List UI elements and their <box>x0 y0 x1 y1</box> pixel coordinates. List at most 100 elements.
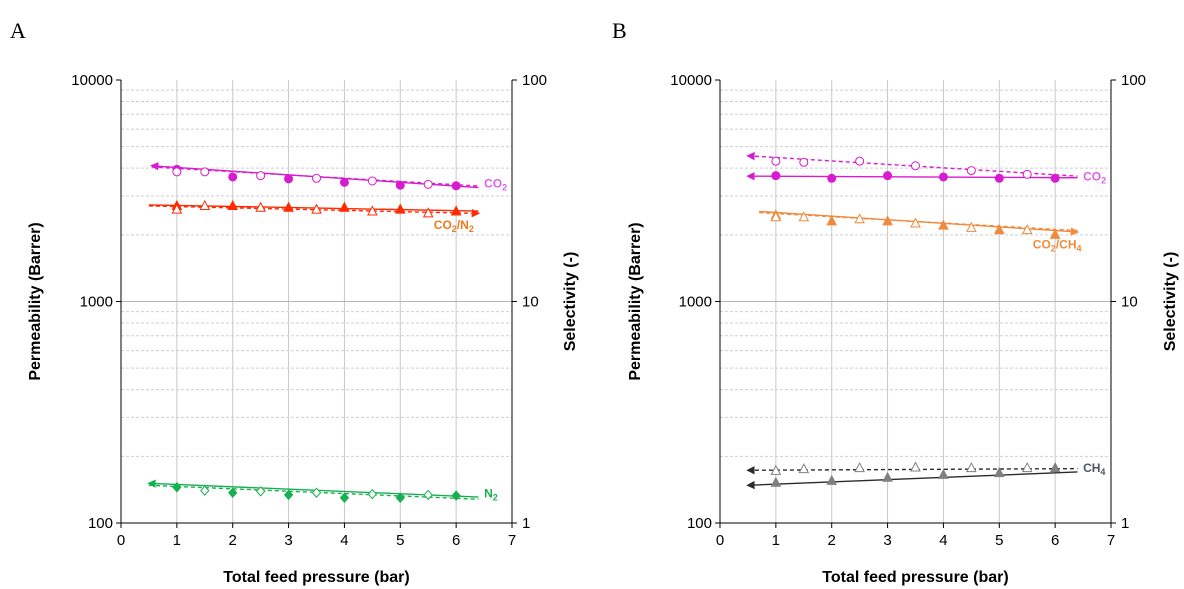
y2-axis-title: Selectivity (-) <box>562 252 579 352</box>
x-tick-label: 7 <box>1107 532 1115 549</box>
data-point <box>827 173 837 183</box>
panel-letter: B <box>612 18 627 43</box>
data-point <box>451 490 461 501</box>
data-point <box>339 201 350 212</box>
data-point <box>855 156 865 166</box>
trendline <box>746 151 1078 177</box>
trendline <box>147 479 479 498</box>
trendline <box>746 471 1078 490</box>
data-point <box>771 171 781 181</box>
data-point <box>938 172 948 182</box>
series-label: CO2/CH4 <box>1033 238 1082 254</box>
series-sel_filled <box>770 209 1061 239</box>
data-point <box>172 482 182 493</box>
data-point <box>256 171 266 181</box>
series-ch4_open <box>770 461 1033 475</box>
data-point <box>966 462 977 473</box>
series-ch4_filled <box>770 462 1061 487</box>
y-axis-title: Permeability (Barrer) <box>27 222 44 380</box>
data-point <box>284 174 294 184</box>
y2-tick-label: 10 <box>522 294 539 311</box>
data-point <box>200 485 210 496</box>
data-point <box>770 464 782 475</box>
data-point <box>367 488 378 500</box>
data-point <box>826 474 838 485</box>
x-tick-label: 1 <box>772 532 780 549</box>
y-tick-label: 10000 <box>71 72 113 89</box>
x-tick-label: 6 <box>1051 532 1059 549</box>
series-label: CH4 <box>1083 461 1105 477</box>
data-point <box>994 173 1004 183</box>
data-point <box>1049 228 1061 239</box>
x-axis-title: Total feed pressure (bar) <box>822 569 1008 586</box>
x-tick-label: 3 <box>284 532 292 549</box>
x-tick-label: 6 <box>452 532 460 549</box>
panel-letter: A <box>10 18 26 43</box>
series-n2_open <box>200 485 433 501</box>
data-point <box>771 156 781 166</box>
x-tick-label: 0 <box>716 532 724 549</box>
data-point <box>394 203 406 214</box>
data-point <box>938 468 949 479</box>
data-point <box>367 176 377 186</box>
data-point <box>1021 224 1033 235</box>
x-tick-label: 2 <box>229 532 237 549</box>
series-co2_filled <box>771 171 1060 183</box>
series-co2_open <box>172 167 433 189</box>
y-tick-label: 1000 <box>679 294 712 311</box>
data-point <box>423 489 433 501</box>
y-tick-label: 1000 <box>80 294 113 311</box>
data-point <box>311 203 322 214</box>
series-n2_filled <box>172 482 461 504</box>
data-point <box>422 207 434 218</box>
y2-tick-label: 10 <box>1121 294 1138 311</box>
data-point <box>423 179 433 189</box>
data-point <box>1049 462 1061 473</box>
data-point <box>938 219 949 230</box>
x-tick-label: 4 <box>340 532 348 549</box>
data-point <box>311 487 322 498</box>
x-tick-label: 1 <box>173 532 181 549</box>
y-tick-label: 100 <box>88 515 113 532</box>
data-point <box>339 492 350 504</box>
panel-b: B 0 1 2 3 4 5 6 7 100 1000 10000 1 10 100 Total feed pr… <box>612 18 1179 586</box>
y-tick-label: 10000 <box>670 72 712 89</box>
data-point <box>854 213 865 224</box>
data-point <box>882 471 893 482</box>
panel-a: A 0 1 2 3 4 5 6 7 100 1000 10000 1 10 100 Total feed pr… <box>10 18 579 586</box>
data-point <box>199 199 211 210</box>
data-point <box>255 201 266 212</box>
data-point <box>172 167 182 177</box>
data-point <box>770 476 782 487</box>
data-point <box>339 177 349 187</box>
data-point <box>910 461 921 472</box>
y2-tick-label: 100 <box>522 72 547 89</box>
x-tick-label: 3 <box>883 532 891 549</box>
series-label: CO2 <box>1083 170 1106 186</box>
data-point <box>227 199 239 210</box>
y2-tick-label: 1 <box>522 515 530 532</box>
data-point <box>993 467 1005 478</box>
data-point <box>228 172 238 182</box>
data-point <box>255 486 266 497</box>
data-point <box>798 463 810 474</box>
gridlines <box>720 80 1111 523</box>
series-label: CO2 <box>484 177 507 193</box>
x-axis-title: Total feed pressure (bar) <box>223 569 409 586</box>
data-point <box>854 462 865 473</box>
data-point <box>798 211 810 222</box>
data-point <box>826 215 838 226</box>
series-label: N2 <box>484 486 498 502</box>
gridlines <box>121 80 512 523</box>
x-tick-label: 7 <box>508 532 516 549</box>
x-tick-label: 5 <box>995 532 1003 549</box>
data-point <box>450 205 462 216</box>
data-point <box>770 211 782 222</box>
data-point <box>312 173 321 183</box>
data-point <box>882 215 893 226</box>
data-point <box>283 489 294 501</box>
data-point <box>966 221 977 232</box>
data-point <box>200 167 210 177</box>
data-point <box>395 492 405 504</box>
